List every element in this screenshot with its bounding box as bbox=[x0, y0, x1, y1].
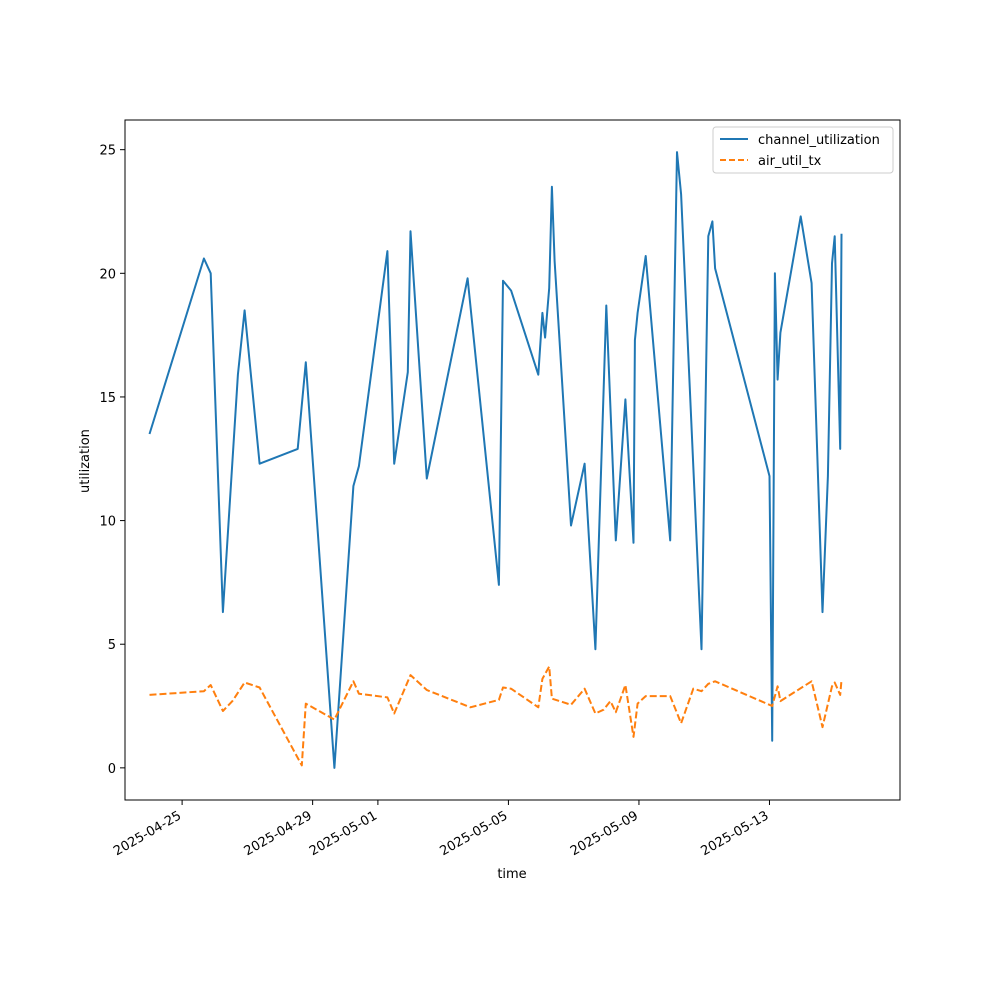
y-tick-label: 0 bbox=[108, 762, 116, 777]
y-tick-label: 15 bbox=[99, 391, 116, 406]
series-line-air-util-tx bbox=[149, 665, 843, 767]
legend: channel_utilization air_util_tx bbox=[712, 126, 894, 174]
x-axis-label: time bbox=[497, 867, 526, 882]
legend-label-air-util-tx: air_util_tx bbox=[758, 154, 822, 169]
y-tick-label: 10 bbox=[99, 515, 116, 530]
y-axis-ticks: 0 5 10 15 20 25 bbox=[99, 144, 125, 777]
y-tick-label: 5 bbox=[108, 638, 116, 653]
y-axis-label: utilization bbox=[78, 429, 93, 493]
legend-frame bbox=[712, 126, 894, 174]
plot-area-frame bbox=[124, 119, 901, 801]
series-line-channel-utilization bbox=[148, 151, 843, 769]
series-layer bbox=[148, 151, 843, 769]
legend-label-channel-utilization: channel_utilization bbox=[758, 133, 880, 148]
y-tick-label: 20 bbox=[99, 267, 116, 282]
y-tick-label: 25 bbox=[99, 144, 116, 159]
